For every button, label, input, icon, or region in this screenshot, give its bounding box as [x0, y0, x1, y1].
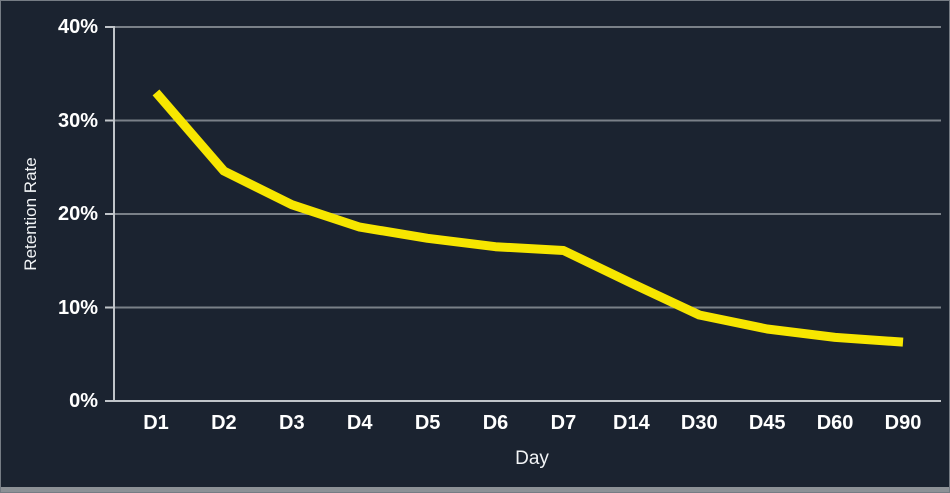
y-tick-label-10%: 10% — [57, 296, 98, 319]
x-tick-label-D60: D60 — [816, 412, 854, 434]
x-tick-label-D7: D7 — [550, 412, 577, 434]
y-tick-label-20%: 20% — [57, 203, 98, 225]
x-tick-label-D1: D1 — [143, 412, 169, 434]
y-tick-label-0%: 0% — [69, 390, 98, 412]
x-tick-label-D30: D30 — [680, 412, 718, 434]
x-tick-label-D6: D6 — [482, 412, 509, 434]
retention-rate-series-line — [152, 89, 904, 347]
window-bottom-edge — [1, 487, 949, 492]
x-tick-label-D90: D90 — [884, 412, 922, 434]
x-tick-label-D2: D2 — [211, 412, 237, 434]
x-tick-label-D4: D4 — [346, 412, 373, 434]
x-tick-label-D14: D14 — [613, 412, 650, 434]
x-tick-label-D3: D3 — [279, 412, 305, 434]
x-axis-title: Day — [515, 448, 549, 469]
y-axis-title: Retention Rate — [21, 157, 40, 271]
y-tick-label-40%: 40% — [57, 16, 98, 38]
y-tick-label-30%: 30% — [57, 109, 98, 132]
x-tick-label-D5: D5 — [414, 412, 441, 434]
x-tick-label-D45: D45 — [748, 412, 786, 434]
